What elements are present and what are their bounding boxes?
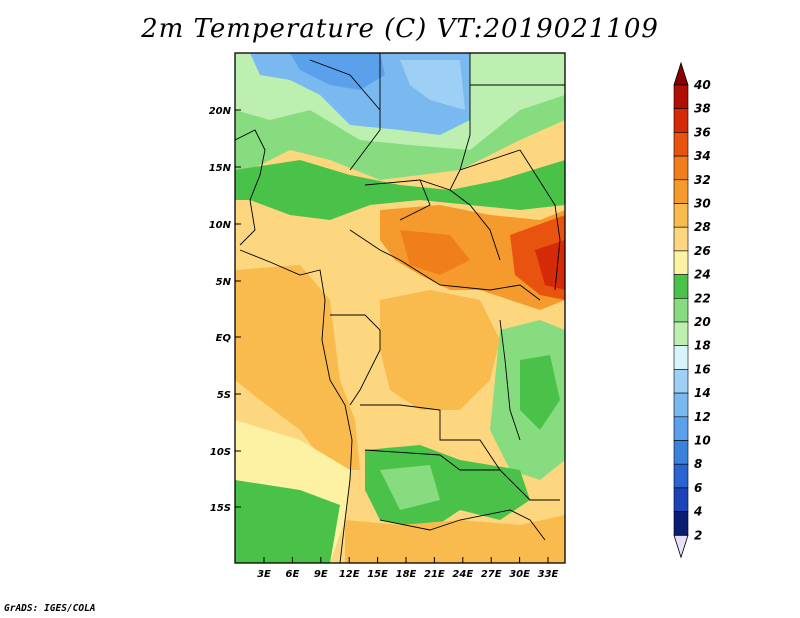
colorbar-swatch bbox=[673, 250, 689, 275]
colorbar-label: 18 bbox=[694, 339, 711, 353]
lat-label: 10S bbox=[210, 447, 231, 458]
colorbar-label: 22 bbox=[694, 291, 711, 305]
lon-label: 6E bbox=[286, 569, 300, 580]
colorbar-top-arrow bbox=[673, 61, 689, 86]
colorbar-swatch bbox=[673, 179, 689, 204]
colorbar-label: 4 bbox=[693, 505, 702, 519]
lon-label: 30E bbox=[509, 569, 530, 580]
colorbar-label: 38 bbox=[694, 102, 711, 116]
lat-label: 5N bbox=[216, 277, 232, 288]
lon-label: 21E bbox=[424, 569, 445, 580]
lat-label: 20N bbox=[209, 106, 232, 117]
latitude-axis: 20N 15N 10N 5N EQ 5S 10S 15S bbox=[209, 106, 241, 514]
colorbar-label: 40 bbox=[693, 78, 711, 92]
lon-label: 9E bbox=[314, 569, 328, 580]
lon-label: 24E bbox=[452, 569, 473, 580]
colorbar-label: 36 bbox=[694, 125, 711, 139]
colorbar-swatch bbox=[673, 440, 689, 465]
colorbar-swatch bbox=[673, 487, 689, 512]
colorbar-swatch bbox=[673, 463, 689, 489]
colorbar-label: 12 bbox=[694, 410, 711, 424]
lat-label: EQ bbox=[216, 333, 232, 344]
lon-label: 3E bbox=[257, 569, 271, 580]
colorbar-swatch bbox=[673, 274, 689, 299]
longitude-axis: 3E 6E 9E 12E 15E 18E 21E 24E 27E 30E 33E bbox=[257, 557, 559, 580]
colorbar-swatch bbox=[673, 392, 689, 418]
lon-label: 33E bbox=[538, 569, 559, 580]
colorbar-label: 8 bbox=[694, 457, 702, 471]
lon-label: 27E bbox=[481, 569, 502, 580]
colorbar-label: 20 bbox=[694, 315, 711, 329]
lon-label: 12E bbox=[339, 569, 360, 580]
chart-title: 2m Temperature (C) VT:2019021109 bbox=[141, 14, 659, 44]
colorbar-swatch bbox=[673, 226, 689, 252]
colorbar-label: 10 bbox=[694, 434, 711, 448]
colorbar-swatch bbox=[673, 369, 689, 394]
colorbar-swatch bbox=[673, 321, 689, 347]
colorbar-swatch bbox=[673, 297, 689, 323]
colorbar-label: 28 bbox=[694, 220, 711, 234]
lat-label: 10N bbox=[209, 220, 232, 231]
colorbar-label: 24 bbox=[694, 268, 711, 282]
footer-credit: GrADS: IGES/COLA bbox=[4, 603, 96, 614]
temperature-field bbox=[235, 53, 565, 563]
colorbar-label: 6 bbox=[694, 481, 702, 495]
colorbar-swatch bbox=[673, 84, 689, 110]
colorbar-label: 30 bbox=[694, 197, 711, 211]
colorbar-swatch bbox=[673, 345, 689, 370]
colorbar-swatch bbox=[673, 416, 689, 441]
colorbar-bottom-arrow bbox=[673, 534, 689, 559]
colorbar-swatch bbox=[673, 108, 689, 133]
colorbar-swatch bbox=[673, 203, 689, 228]
lon-label: 15E bbox=[367, 569, 388, 580]
lat-label: 15N bbox=[209, 163, 232, 174]
colorbar-label: 34 bbox=[694, 149, 711, 163]
colorbar-label: 2 bbox=[694, 528, 702, 542]
country-borders bbox=[235, 53, 565, 563]
colorbar-label: 14 bbox=[694, 386, 711, 400]
map-frame bbox=[234, 52, 566, 564]
lat-label: 5S bbox=[217, 390, 231, 401]
colorbar-label: 26 bbox=[694, 244, 711, 258]
colorbar-swatch bbox=[673, 132, 689, 157]
lon-label: 18E bbox=[396, 569, 417, 580]
colorbar-label: 16 bbox=[694, 362, 711, 376]
colorbar-swatch bbox=[673, 155, 689, 181]
colorbar-label: 32 bbox=[694, 173, 711, 187]
colorbar-swatch bbox=[673, 511, 689, 536]
lat-label: 15S bbox=[210, 503, 231, 514]
colorbar: 40 38 36 34 32 30 28 26 24 22 20 18 16 14 12 10 8 6 4 2 bbox=[673, 61, 711, 559]
